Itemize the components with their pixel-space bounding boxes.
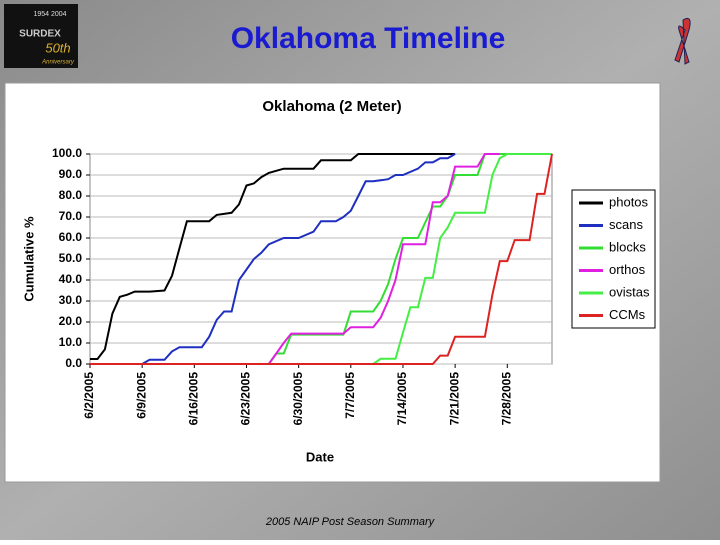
x-tick-label: 7/28/2005 xyxy=(499,372,513,426)
logo-brand: SURDEX xyxy=(19,29,61,40)
y-tick-label: 30.0 xyxy=(59,293,83,307)
logo-badge: 50th xyxy=(45,40,70,55)
legend-label: blocks xyxy=(609,239,646,254)
y-tick-label: 100.0 xyxy=(52,146,82,160)
x-tick-label: 6/16/2005 xyxy=(186,372,200,426)
logo-box xyxy=(4,4,78,68)
y-tick-label: 70.0 xyxy=(59,209,83,223)
x-tick-label: 6/23/2005 xyxy=(239,372,253,426)
x-tick-label: 6/30/2005 xyxy=(291,372,305,426)
slide-title: Oklahoma Timeline xyxy=(231,22,506,55)
legend-label: orthos xyxy=(609,262,646,277)
x-tick-label: 6/2/2005 xyxy=(82,372,96,419)
legend-label: CCMs xyxy=(609,307,646,322)
series-line xyxy=(90,153,456,360)
ribbon xyxy=(674,17,691,65)
x-tick-label: 7/14/2005 xyxy=(395,372,409,426)
series-line xyxy=(90,153,552,365)
y-tick-label: 10.0 xyxy=(59,335,83,349)
footer: 2005 NAIP Post Season Summary xyxy=(265,516,436,528)
y-tick-label: 40.0 xyxy=(59,272,83,286)
series-line xyxy=(90,153,553,365)
x-axis-label: Date xyxy=(306,449,334,464)
legend-box xyxy=(571,189,656,329)
plot: 0.0 10.0 20.0 30.0 40.0 50.0 60.0 70.0 80.0 90.0 1… xyxy=(52,146,553,426)
logo-caption: Anniversary xyxy=(41,60,75,66)
y-tick-label: 90.0 xyxy=(59,167,83,181)
y-tick-label: 20.0 xyxy=(59,314,83,328)
x-tick-label: 7/7/2005 xyxy=(343,372,357,419)
y-axis-label: Cumulative % xyxy=(21,216,36,302)
series-line xyxy=(90,153,500,365)
series-line xyxy=(90,153,552,365)
logo-years: 1954 2004 xyxy=(33,11,66,18)
x-tick-label: 7/21/2005 xyxy=(447,372,461,426)
x-tick-label: 6/9/2005 xyxy=(134,372,148,419)
legend-label: photos xyxy=(609,194,649,209)
series-line xyxy=(90,153,456,365)
y-tick-label: 60.0 xyxy=(59,230,83,244)
y-tick-label: 80.0 xyxy=(59,188,83,202)
legend-label: ovistas xyxy=(609,284,650,299)
y-tick-label: 0.0 xyxy=(65,356,82,370)
logo: 1954 2004 SURDEX 50th Anniversary xyxy=(4,4,78,68)
chart-title: Oklahoma (2 Meter) xyxy=(262,98,401,115)
y-tick-label: 50.0 xyxy=(59,251,83,265)
legend-label: scans xyxy=(609,217,643,232)
